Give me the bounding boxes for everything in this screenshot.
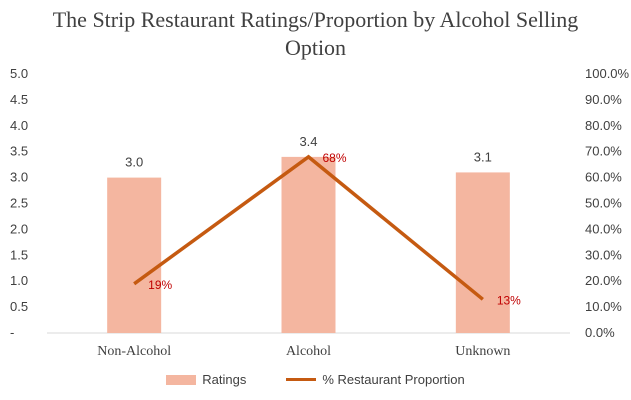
y-left-tick-label: 4.5 — [10, 92, 28, 107]
y-left-tick-label: 2.0 — [10, 221, 28, 236]
line-data-label: 13% — [497, 293, 521, 307]
y-left-tick-label: 2.5 — [10, 196, 28, 211]
line-proportion — [133, 154, 484, 301]
bar-data-label: 3.0 — [125, 155, 143, 170]
y-right-tick-label: 0.0% — [585, 325, 615, 340]
line-data-label: 68% — [323, 151, 347, 165]
bar-ratings — [107, 177, 162, 333]
legend-item-ratings: Ratings — [166, 372, 246, 387]
bar-data-label: 3.4 — [299, 134, 317, 149]
chart-plot: - 0.5 1.0 1.5 2.0 2.5 3.0 3.5 4.0 4.5 5.0 0.0% 10.0%… — [10, 66, 630, 359]
y-right-tick-label: 40.0% — [585, 221, 622, 236]
bar-data-label: 3.1 — [474, 149, 492, 164]
legend-label-proportion: % Restaurant Proportion — [322, 372, 465, 387]
bar-ratings — [455, 172, 510, 333]
legend-item-proportion: % Restaurant Proportion — [286, 372, 465, 387]
y-right-tick-label: 100.0% — [585, 66, 630, 81]
line-data-label: 19% — [148, 278, 172, 292]
legend-label-ratings: Ratings — [202, 372, 247, 387]
y-right-tick-label: 60.0% — [585, 170, 622, 185]
x-tick-label: Alcohol — [286, 344, 331, 359]
y-left-tick-label: 5.0 — [10, 66, 28, 81]
y-left-tick-label: 4.0 — [10, 118, 28, 133]
y-right-tick-label: 30.0% — [585, 247, 622, 262]
legend-swatch-proportion — [286, 378, 317, 381]
y-left-tick-label: 0.5 — [10, 299, 28, 314]
legend-swatch-ratings — [166, 374, 197, 385]
y-right-tick-label: 90.0% — [585, 92, 622, 107]
y-left-tick-label: 3.0 — [10, 170, 28, 185]
y-left-tick-label: 3.5 — [10, 144, 28, 159]
y-right-tick-label: 70.0% — [585, 144, 622, 159]
chart-legend: Ratings % Restaurant Proportion — [0, 372, 631, 387]
y-right-tick-label: 50.0% — [585, 196, 622, 211]
y-right-tick-label: 80.0% — [585, 118, 622, 133]
y-left-tick-label: 1.0 — [10, 273, 28, 288]
chart-title: The Strip Restaurant Ratings/Proportion … — [52, 7, 579, 60]
x-tick-label: Non-Alcohol — [97, 344, 171, 359]
y-left-tick-label: 1.5 — [10, 247, 28, 262]
x-tick-label: Unknown — [455, 344, 510, 359]
y-right-tick-label: 10.0% — [585, 299, 622, 314]
y-right-tick-label: 20.0% — [585, 273, 622, 288]
y-left-tick-label: - — [10, 325, 14, 340]
bar-ratings — [281, 156, 336, 333]
